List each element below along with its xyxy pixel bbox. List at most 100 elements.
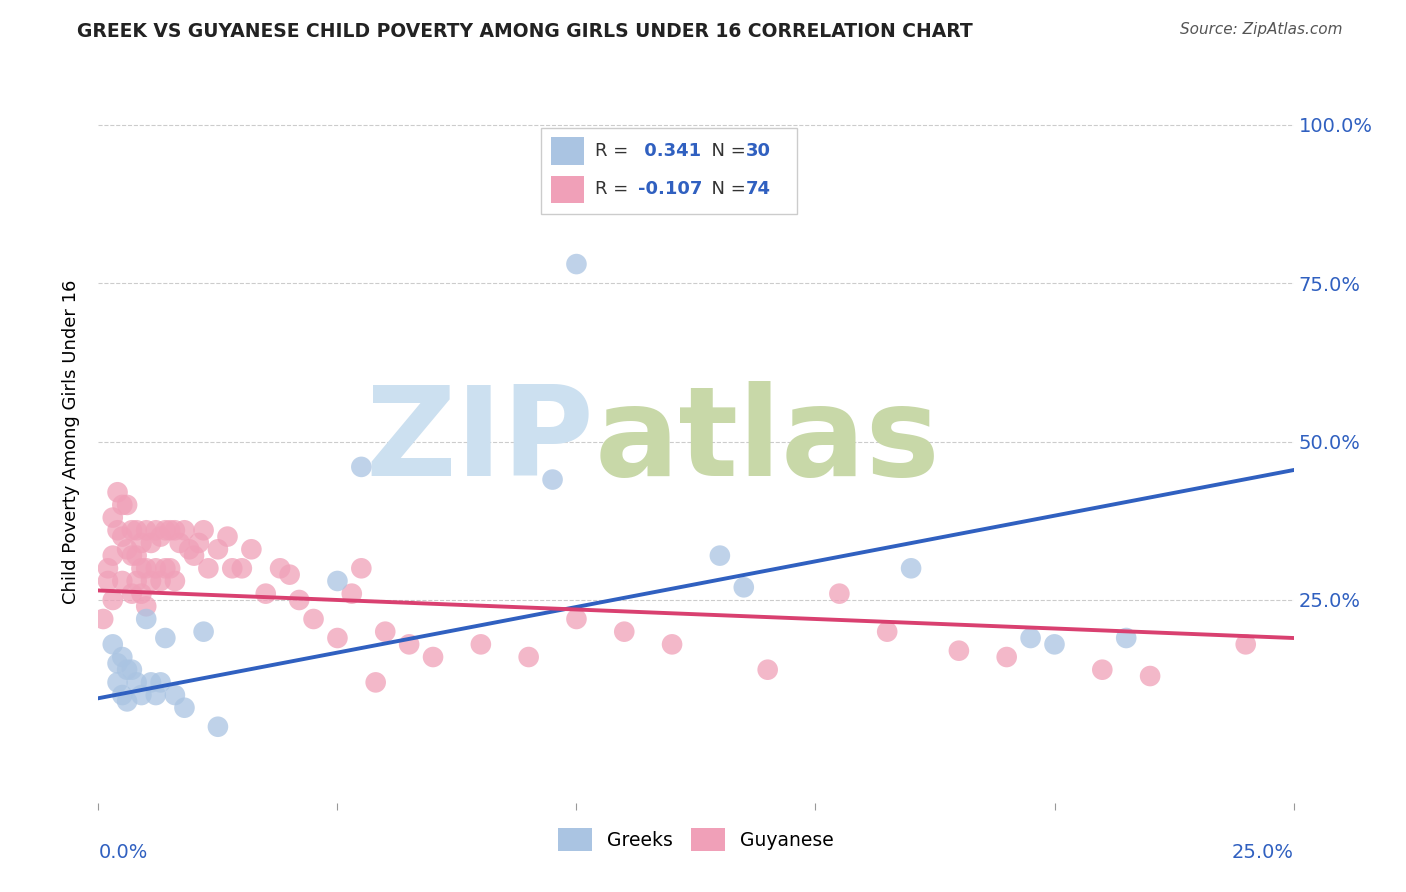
Point (107, 485, 129, 500)
Point (111, 530, 134, 544)
Point (101, 637, 124, 651)
Point (193, 624, 215, 639)
Point (709, 549, 731, 563)
Point (149, 530, 172, 544)
Point (173, 700, 195, 714)
Point (121, 523, 143, 537)
Point (565, 257, 588, 271)
Point (97, 561, 120, 575)
Point (900, 561, 922, 575)
Point (125, 549, 148, 563)
Text: N =: N = (700, 180, 751, 198)
Text: atlas: atlas (595, 381, 941, 502)
Point (135, 561, 157, 575)
Point (350, 561, 373, 575)
Point (159, 561, 181, 575)
Text: 0.0%: 0.0% (98, 843, 148, 862)
Point (207, 542, 229, 557)
Point (374, 624, 396, 639)
Point (876, 624, 898, 639)
Point (163, 574, 186, 588)
Point (145, 523, 167, 537)
Text: 25.0%: 25.0% (1232, 843, 1294, 862)
Point (326, 574, 349, 588)
Point (1115, 631, 1137, 645)
Point (139, 574, 162, 588)
Point (145, 561, 167, 575)
Point (111, 650, 134, 665)
Point (107, 675, 129, 690)
Point (1043, 637, 1066, 651)
Point (159, 523, 181, 537)
Point (183, 549, 205, 563)
Point (231, 561, 253, 575)
Point (350, 459, 373, 474)
Point (97, 574, 120, 588)
Text: ZIP: ZIP (366, 381, 595, 502)
Point (613, 624, 636, 639)
Point (121, 549, 143, 563)
Point (828, 587, 851, 601)
FancyBboxPatch shape (541, 128, 797, 213)
Point (340, 587, 363, 601)
Point (1139, 669, 1161, 683)
Point (541, 473, 564, 487)
Point (115, 663, 138, 677)
FancyBboxPatch shape (551, 176, 585, 203)
Point (155, 523, 177, 537)
Point (131, 688, 153, 702)
Point (187, 536, 209, 550)
Point (278, 567, 301, 582)
Point (193, 523, 215, 537)
Point (125, 574, 148, 588)
Point (107, 523, 129, 537)
Point (240, 542, 263, 557)
Point (111, 688, 134, 702)
Point (125, 523, 148, 537)
FancyBboxPatch shape (551, 137, 585, 164)
Point (288, 593, 311, 607)
Point (135, 612, 157, 626)
Point (91, 612, 114, 626)
Point (163, 523, 186, 537)
Point (169, 536, 191, 550)
Point (1091, 663, 1114, 677)
Point (565, 612, 588, 626)
Point (101, 510, 124, 524)
Point (163, 688, 186, 702)
Legend: Greeks, Guyanese: Greeks, Guyanese (551, 821, 841, 858)
Point (197, 561, 219, 575)
Point (661, 637, 683, 651)
Point (302, 612, 325, 626)
Text: R =: R = (595, 180, 634, 198)
Point (115, 694, 138, 708)
Text: 74: 74 (745, 180, 770, 198)
Point (1019, 631, 1042, 645)
Point (398, 637, 420, 651)
Point (173, 523, 195, 537)
Point (107, 657, 129, 671)
Point (139, 536, 162, 550)
Point (470, 637, 492, 651)
Point (121, 587, 143, 601)
Point (217, 530, 239, 544)
Point (139, 675, 162, 690)
Point (155, 631, 177, 645)
Point (221, 561, 243, 575)
Text: Source: ZipAtlas.com: Source: ZipAtlas.com (1180, 22, 1343, 37)
Point (149, 675, 172, 690)
Point (207, 720, 229, 734)
Point (1234, 637, 1257, 651)
Point (121, 663, 143, 677)
Point (111, 574, 134, 588)
Point (254, 587, 277, 601)
Text: GREEK VS GUYANESE CHILD POVERTY AMONG GIRLS UNDER 16 CORRELATION CHART: GREEK VS GUYANESE CHILD POVERTY AMONG GI… (77, 22, 973, 41)
Point (135, 599, 157, 614)
Point (131, 536, 153, 550)
Point (756, 663, 779, 677)
Point (326, 631, 349, 645)
Point (155, 561, 177, 575)
Point (149, 574, 172, 588)
Point (179, 542, 201, 557)
Text: 0.341: 0.341 (638, 142, 702, 160)
